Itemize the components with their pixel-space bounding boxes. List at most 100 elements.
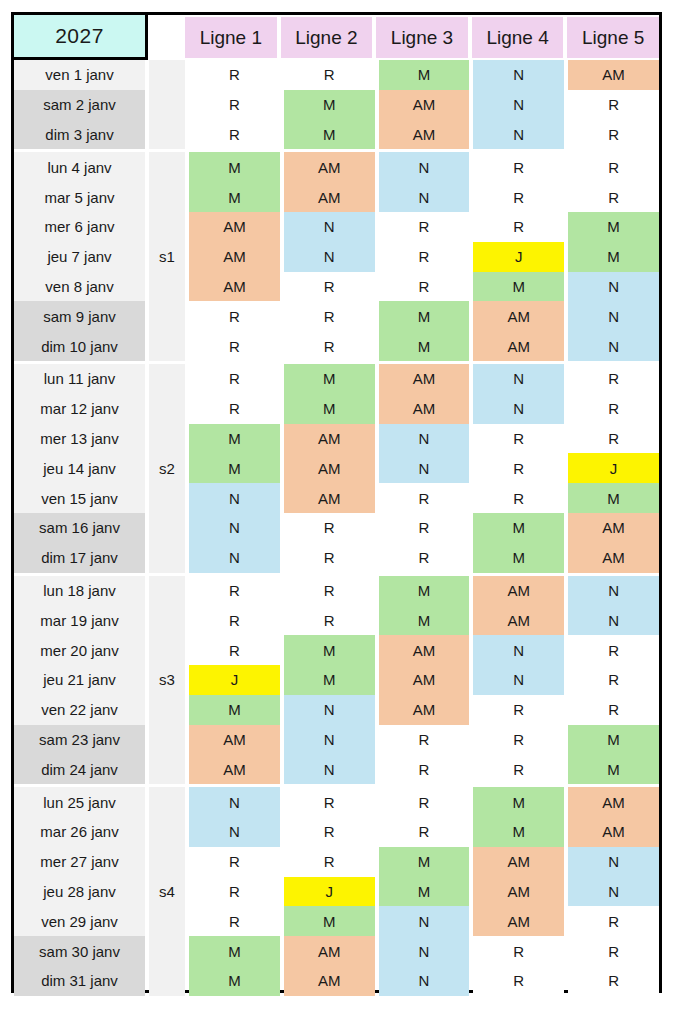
shift-cell[interactable]: AM (473, 877, 564, 907)
date-cell[interactable]: sam 2 janv (14, 90, 145, 120)
shift-cell[interactable]: R (473, 424, 564, 454)
shift-cell[interactable]: R (189, 60, 280, 90)
shift-cell[interactable]: AM (284, 182, 375, 212)
shift-cell[interactable]: AM (568, 513, 659, 543)
shift-cell[interactable]: R (379, 242, 470, 272)
shift-cell[interactable]: N (379, 936, 470, 966)
column-header-ligne-3[interactable]: Ligne 3 (376, 17, 468, 58)
week-column-cell[interactable] (149, 483, 185, 513)
shift-cell[interactable]: R (189, 847, 280, 877)
shift-cell[interactable]: AM (284, 483, 375, 513)
week-column-cell[interactable] (149, 906, 185, 936)
shift-cell[interactable]: M (568, 725, 659, 755)
shift-cell[interactable]: N (189, 513, 280, 543)
shift-cell[interactable]: N (189, 543, 280, 573)
week-column-cell[interactable] (149, 120, 185, 150)
shift-cell[interactable]: N (568, 847, 659, 877)
shift-cell[interactable]: M (379, 847, 470, 877)
shift-cell[interactable]: M (568, 754, 659, 784)
shift-cell[interactable]: J (473, 242, 564, 272)
shift-cell[interactable]: M (568, 483, 659, 513)
shift-cell[interactable]: AM (284, 152, 375, 182)
shift-cell[interactable]: AM (473, 847, 564, 877)
week-column-cell[interactable] (149, 90, 185, 120)
week-column-cell[interactable] (149, 966, 185, 996)
date-cell[interactable]: jeu 14 janv (14, 453, 145, 483)
shift-cell[interactable]: AM (568, 787, 659, 817)
week-column-cell[interactable] (149, 331, 185, 361)
date-cell[interactable]: ven 29 janv (14, 906, 145, 936)
shift-cell[interactable]: N (568, 301, 659, 331)
shift-cell[interactable]: M (284, 906, 375, 936)
shift-cell[interactable]: AM (379, 364, 470, 394)
shift-cell[interactable]: M (473, 513, 564, 543)
shift-cell[interactable]: R (189, 394, 280, 424)
week-column-cell[interactable] (149, 817, 185, 847)
week-column-cell[interactable] (149, 754, 185, 784)
shift-cell[interactable]: M (284, 635, 375, 665)
date-cell[interactable]: ven 15 janv (14, 483, 145, 513)
shift-cell[interactable]: R (189, 364, 280, 394)
shift-cell[interactable]: N (284, 242, 375, 272)
shift-cell[interactable]: M (284, 120, 375, 150)
shift-cell[interactable]: R (284, 847, 375, 877)
shift-cell[interactable]: R (568, 394, 659, 424)
date-cell[interactable]: ven 22 janv (14, 695, 145, 725)
shift-cell[interactable]: R (189, 331, 280, 361)
shift-cell[interactable]: R (284, 301, 375, 331)
shift-cell[interactable]: R (473, 966, 564, 996)
shift-cell[interactable]: N (379, 152, 470, 182)
shift-cell[interactable]: R (568, 152, 659, 182)
shift-cell[interactable]: AM (473, 906, 564, 936)
shift-cell[interactable]: M (189, 936, 280, 966)
shift-cell[interactable]: AM (568, 60, 659, 90)
shift-cell[interactable]: R (568, 424, 659, 454)
shift-cell[interactable]: R (568, 665, 659, 695)
week-column-cell[interactable] (149, 543, 185, 573)
shift-cell[interactable]: M (379, 605, 470, 635)
shift-cell[interactable]: R (284, 576, 375, 606)
shift-cell[interactable]: M (379, 877, 470, 907)
date-cell[interactable]: mar 19 janv (14, 605, 145, 635)
date-cell[interactable]: ven 8 janv (14, 272, 145, 302)
shift-cell[interactable]: M (189, 424, 280, 454)
date-cell[interactable]: lun 18 janv (14, 576, 145, 606)
week-column-cell[interactable] (149, 847, 185, 877)
shift-cell[interactable]: N (284, 212, 375, 242)
date-cell[interactable]: mer 13 janv (14, 424, 145, 454)
shift-cell[interactable]: R (284, 60, 375, 90)
shift-cell[interactable]: N (379, 424, 470, 454)
shift-cell[interactable]: AM (379, 394, 470, 424)
column-header-ligne-5[interactable]: Ligne 5 (567, 17, 659, 58)
week-column-cell[interactable] (149, 152, 185, 182)
shift-cell[interactable]: R (473, 182, 564, 212)
week-column-cell[interactable] (149, 394, 185, 424)
shift-cell[interactable]: R (284, 543, 375, 573)
date-cell[interactable]: mar 5 janv (14, 182, 145, 212)
shift-cell[interactable]: R (284, 272, 375, 302)
shift-cell[interactable]: R (284, 513, 375, 543)
column-header-ligne-1[interactable]: Ligne 1 (185, 17, 277, 58)
shift-cell[interactable]: AM (379, 120, 470, 150)
shift-cell[interactable]: AM (284, 453, 375, 483)
date-cell[interactable]: sam 9 janv (14, 301, 145, 331)
week-label-cell[interactable]: s2 (149, 453, 185, 483)
week-column-cell[interactable] (149, 364, 185, 394)
shift-cell[interactable]: AM (473, 331, 564, 361)
shift-cell[interactable]: R (473, 725, 564, 755)
shift-cell[interactable]: AM (379, 665, 470, 695)
shift-cell[interactable]: N (379, 966, 470, 996)
shift-cell[interactable]: R (568, 695, 659, 725)
week-column-cell[interactable] (149, 787, 185, 817)
shift-cell[interactable]: R (379, 543, 470, 573)
shift-cell[interactable]: N (189, 483, 280, 513)
shift-cell[interactable]: M (284, 394, 375, 424)
shift-cell[interactable]: R (284, 787, 375, 817)
shift-cell[interactable]: R (284, 605, 375, 635)
shift-cell[interactable]: AM (189, 272, 280, 302)
date-cell[interactable]: sam 30 janv (14, 936, 145, 966)
shift-cell[interactable]: M (189, 966, 280, 996)
date-cell[interactable]: lun 11 janv (14, 364, 145, 394)
shift-cell[interactable]: M (284, 364, 375, 394)
shift-cell[interactable]: N (379, 906, 470, 936)
